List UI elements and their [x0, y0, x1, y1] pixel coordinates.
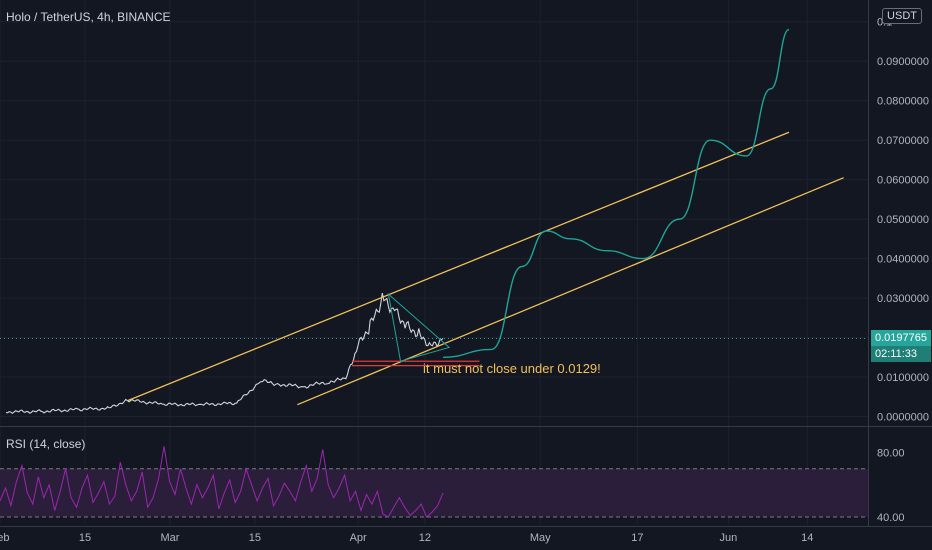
- rsi-tick-label: 40.00: [877, 512, 905, 524]
- x-tick-label: Jun: [720, 532, 738, 544]
- projection-curve: [443, 28, 790, 359]
- x-tick-label: Apr: [350, 532, 367, 544]
- upper-channel-line: [127, 131, 790, 402]
- rsi-tick-label: 80.00: [877, 448, 905, 460]
- x-tick-label: 15: [249, 532, 261, 544]
- countdown-tag: 02:11:33: [871, 346, 931, 363]
- x-tick-label: 15: [79, 532, 91, 544]
- annotation-text: it must not close under 0.0129!: [423, 361, 601, 376]
- x-tick-label: 17: [631, 532, 643, 544]
- rsi-band: [0, 468, 868, 517]
- rsi-line: [0, 446, 444, 518]
- price-series-line: [5, 292, 444, 414]
- x-tick-label: 12: [419, 532, 431, 544]
- x-tick-label: 14: [801, 532, 813, 544]
- price-pane: [0, 28, 868, 414]
- x-tick-label: Mar: [160, 532, 179, 544]
- y-tick-label: 0.0500000: [877, 214, 929, 226]
- lower-channel-line: [297, 177, 844, 406]
- grid: [0, 0, 868, 525]
- y-tick-label: 0.0400000: [877, 254, 929, 266]
- last-price-tag: 0.0197765: [871, 330, 931, 347]
- triangle-pattern: [387, 292, 451, 362]
- y-tick-label: 0.0000000: [877, 412, 929, 424]
- y-tick-label: 0.0100000: [877, 372, 929, 384]
- x-tick-label: Feb: [0, 532, 9, 544]
- y-tick-label: 0.0300000: [877, 293, 929, 305]
- y-tick-label: 0.0600000: [877, 175, 929, 187]
- rsi-title[interactable]: RSI (14, close): [6, 437, 86, 451]
- symbol-title[interactable]: Holo / TetherUS, 4h, BINANCE: [6, 10, 171, 24]
- y-tick-label: 0.0700000: [877, 135, 929, 147]
- rsi-pane: [0, 446, 868, 518]
- y-tick-label: 0.0900000: [877, 56, 929, 68]
- currency-badge[interactable]: USDT: [882, 8, 922, 24]
- x-tick-label: May: [530, 532, 551, 544]
- y-tick-label: 0.0800000: [877, 96, 929, 108]
